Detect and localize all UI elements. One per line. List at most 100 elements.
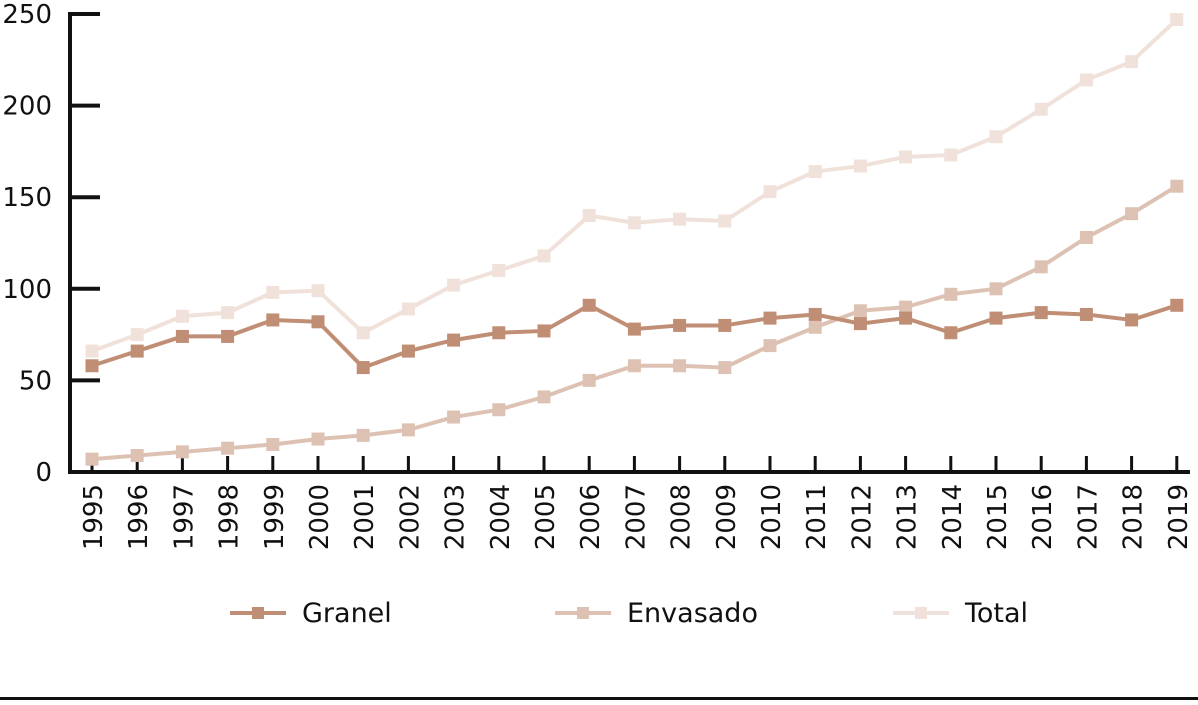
point-envasado-2008 bbox=[673, 359, 687, 373]
point-granel-2006 bbox=[582, 298, 596, 312]
point-total-2014 bbox=[944, 148, 958, 162]
point-envasado-2004 bbox=[492, 403, 506, 417]
x-tick-label-1997: 1997 bbox=[169, 484, 199, 550]
bottom-divider bbox=[0, 697, 1198, 700]
point-envasado-1996 bbox=[130, 449, 144, 463]
point-granel-1996 bbox=[130, 344, 144, 358]
legend-item-granel: Granel bbox=[230, 588, 392, 638]
tick-labels-layer: 0 50 100 150 200 250 1995 1996 1997 1998 1999 2000 2… bbox=[2, 0, 1193, 550]
y-tick-label-250: 250 bbox=[2, 0, 52, 30]
point-envasado-2000 bbox=[311, 432, 325, 446]
point-granel-2002 bbox=[401, 344, 415, 358]
point-total-2007 bbox=[627, 216, 641, 230]
x-tick-label-2019: 2019 bbox=[1164, 484, 1194, 550]
x-tick-label-2017: 2017 bbox=[1073, 484, 1103, 550]
point-total-2016 bbox=[1034, 102, 1048, 116]
x-tick-label-1995: 1995 bbox=[79, 484, 109, 550]
x-tick-label-2008: 2008 bbox=[667, 484, 697, 550]
series-layer bbox=[85, 12, 1184, 466]
point-total-2017 bbox=[1079, 73, 1093, 87]
point-total-1996 bbox=[130, 328, 144, 342]
x-tick-label-2011: 2011 bbox=[802, 484, 832, 550]
x-tick-label-2000: 2000 bbox=[305, 484, 335, 550]
x-tick-label-1999: 1999 bbox=[260, 484, 290, 550]
point-total-1998 bbox=[221, 306, 235, 320]
x-tick-label-2014: 2014 bbox=[938, 484, 968, 550]
x-tick-label-2003: 2003 bbox=[441, 484, 471, 550]
point-envasado-1995 bbox=[85, 452, 99, 466]
legend-item-total: Total bbox=[893, 588, 1028, 638]
y-tick-label-150: 150 bbox=[2, 183, 52, 213]
point-envasado-2017 bbox=[1079, 231, 1093, 245]
point-granel-2003 bbox=[447, 333, 461, 347]
point-total-2013 bbox=[899, 150, 913, 164]
x-tick-label-2010: 2010 bbox=[757, 484, 787, 550]
point-envasado-2005 bbox=[537, 390, 551, 404]
x-tick-label-2002: 2002 bbox=[395, 484, 425, 550]
point-total-2002 bbox=[401, 302, 415, 316]
point-total-2019 bbox=[1170, 12, 1184, 26]
point-total-2009 bbox=[718, 214, 732, 228]
legend-swatch-total bbox=[893, 603, 949, 623]
x-tick-label-2015: 2015 bbox=[983, 484, 1013, 550]
point-granel-2008 bbox=[673, 318, 687, 332]
point-total-2011 bbox=[808, 165, 822, 179]
point-envasado-2006 bbox=[582, 373, 596, 387]
point-envasado-2018 bbox=[1125, 207, 1139, 221]
point-total-2015 bbox=[989, 130, 1003, 144]
point-granel-2018 bbox=[1125, 313, 1139, 327]
point-total-2001 bbox=[356, 326, 370, 340]
y-tick-label-50: 50 bbox=[19, 366, 52, 396]
point-total-2008 bbox=[673, 212, 687, 226]
point-envasado-2009 bbox=[718, 361, 732, 375]
point-granel-2017 bbox=[1079, 307, 1093, 321]
point-envasado-2010 bbox=[763, 339, 777, 353]
legend-swatch-granel bbox=[230, 603, 286, 623]
point-envasado-1999 bbox=[266, 438, 280, 452]
legend-label-granel: Granel bbox=[302, 597, 392, 629]
x-tick-label-1998: 1998 bbox=[215, 484, 245, 550]
point-granel-2004 bbox=[492, 326, 506, 340]
point-granel-2013 bbox=[899, 311, 913, 325]
point-total-2004 bbox=[492, 263, 506, 277]
y-tick-label-0: 0 bbox=[35, 458, 52, 488]
point-granel-2014 bbox=[944, 326, 958, 340]
point-envasado-2015 bbox=[989, 282, 1003, 296]
point-granel-2010 bbox=[763, 311, 777, 325]
point-granel-2012 bbox=[853, 317, 867, 331]
x-tick-label-2006: 2006 bbox=[576, 484, 606, 550]
series-line-total bbox=[91, 18, 1179, 353]
series-line-granel bbox=[91, 303, 1178, 370]
point-total-2005 bbox=[537, 249, 551, 263]
point-granel-1998 bbox=[221, 329, 235, 343]
point-envasado-2012 bbox=[853, 304, 867, 318]
point-envasado-2007 bbox=[627, 359, 641, 373]
x-tick-label-2009: 2009 bbox=[712, 484, 742, 550]
y-tick-label-200: 200 bbox=[2, 92, 52, 122]
point-granel-2011 bbox=[808, 307, 822, 321]
point-envasado-2016 bbox=[1034, 260, 1048, 274]
point-granel-2009 bbox=[718, 318, 732, 332]
point-total-2010 bbox=[763, 185, 777, 199]
point-total-1995 bbox=[85, 344, 99, 358]
point-total-2012 bbox=[853, 159, 867, 173]
point-envasado-2011 bbox=[808, 320, 822, 334]
x-tick-label-2001: 2001 bbox=[350, 484, 380, 550]
legend-label-total: Total bbox=[965, 597, 1029, 629]
point-granel-2015 bbox=[989, 311, 1003, 325]
point-envasado-1997 bbox=[175, 445, 189, 459]
point-envasado-2014 bbox=[944, 287, 958, 301]
point-envasado-2001 bbox=[356, 428, 370, 442]
legend-label-envasado: Envasado bbox=[627, 597, 758, 629]
point-total-1997 bbox=[175, 309, 189, 323]
legend-swatch-envasado bbox=[555, 603, 611, 623]
point-granel-1995 bbox=[85, 359, 99, 373]
point-envasado-2003 bbox=[447, 410, 461, 424]
legend-marker-envasado bbox=[577, 607, 589, 619]
legend-item-envasado: Envasado bbox=[555, 588, 758, 638]
x-tick-label-2012: 2012 bbox=[847, 484, 877, 550]
point-granel-2016 bbox=[1034, 306, 1048, 320]
x-tick-label-2013: 2013 bbox=[893, 484, 923, 550]
point-granel-2007 bbox=[627, 322, 641, 336]
